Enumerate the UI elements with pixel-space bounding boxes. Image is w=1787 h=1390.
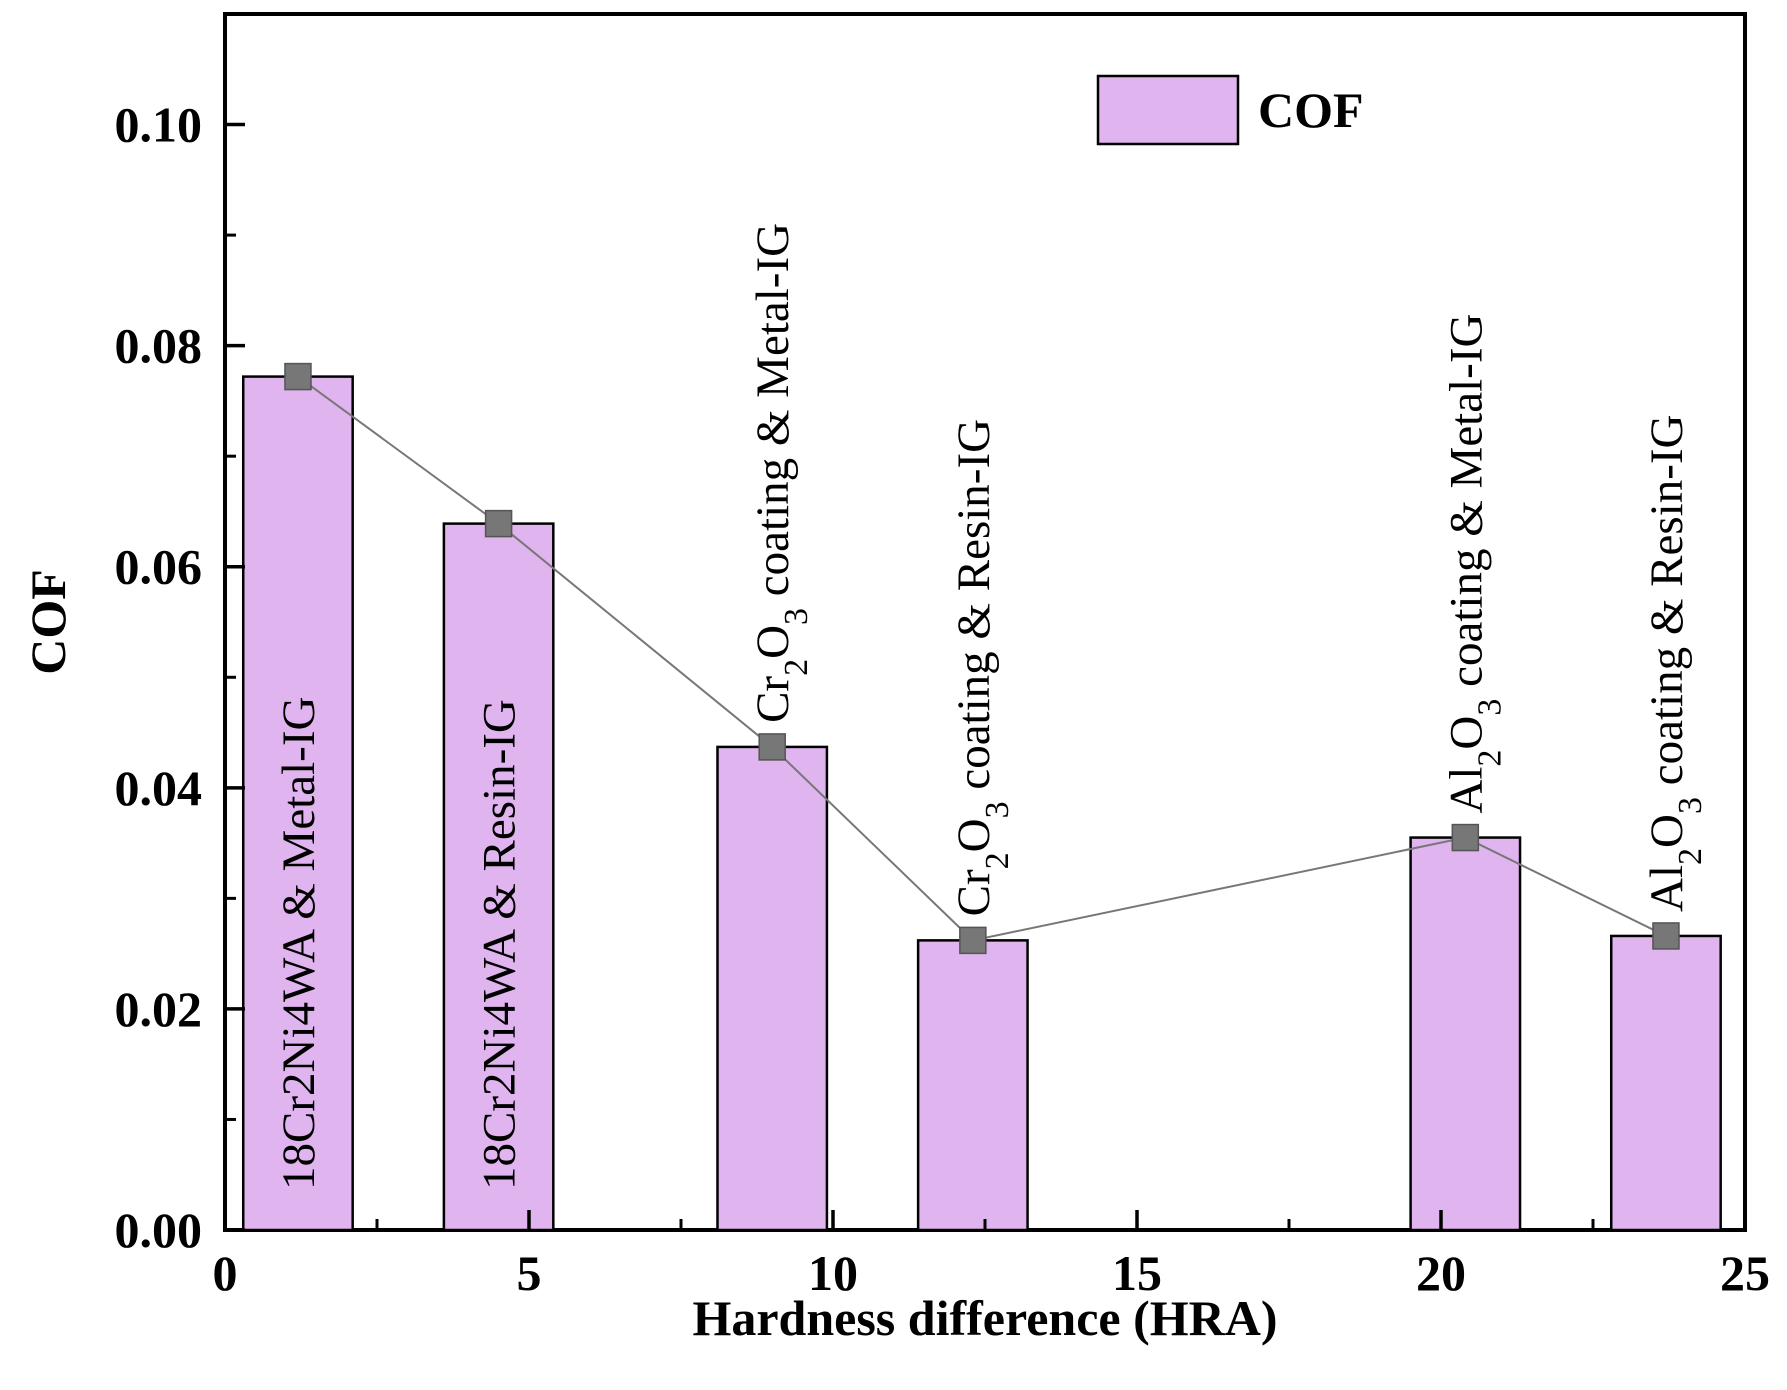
y-axis-ticks: 0.00 0.02 0.04 0.06 0.08 0.10 [115, 97, 245, 1258]
bar-6 [1609, 934, 1722, 1232]
y-axis-title: COF [20, 569, 76, 675]
marker-1 [284, 362, 312, 391]
x-tick-label-10: 10 [808, 1245, 858, 1301]
bar-3 [716, 745, 829, 1232]
bar-4 [916, 939, 1029, 1232]
marker-group [284, 362, 1680, 955]
marker-4 [959, 926, 987, 955]
connecting-line-group [297, 375, 1667, 942]
bar-label-group: 18Cr2Ni4WA & Metal-IG 18Cr2Ni4WA & Resin-… [273, 223, 1709, 1190]
marker-2 [484, 509, 513, 538]
bar-5 [1409, 836, 1522, 1232]
bar-label-6: Al2O3 coating & Resin-IG [1641, 415, 1709, 912]
x-tick-label-25: 25 [1720, 1245, 1770, 1301]
bar-label-1: 18Cr2Ni4WA & Metal-IG [273, 697, 325, 1190]
x-tick-label-15: 15 [1112, 1245, 1162, 1301]
cof-connecting-line [297, 375, 1667, 942]
bar-label-3: Cr2O3 coating & Metal-IG [747, 223, 815, 723]
x-tick-label-5: 5 [517, 1245, 542, 1301]
legend: COF [1096, 74, 1364, 146]
y-tick-label-0: 0.00 [115, 1202, 203, 1258]
legend-label: COF [1258, 82, 1364, 138]
x-tick-label-0: 0 [213, 1245, 238, 1301]
x-tick-label-20: 20 [1416, 1245, 1466, 1301]
x-axis-ticks: 0 5 10 15 20 25 [213, 1210, 1770, 1301]
marker-6 [1652, 922, 1680, 950]
bar-2 [442, 522, 555, 1232]
marker-5 [1451, 823, 1480, 852]
marker-3 [758, 733, 786, 761]
y-tick-label-2: 0.04 [115, 760, 203, 816]
y-tick-label-5: 0.10 [115, 97, 203, 153]
y-tick-label-4: 0.08 [115, 318, 203, 374]
bar-label-4: Cr2O3 coating & Resin-IG [948, 419, 1016, 916]
y-tick-label-3: 0.06 [115, 539, 203, 595]
x-axis-title: Hardness difference (HRA) [692, 1290, 1277, 1346]
bar-label-5: Al2O3 coating & Metal-IG [1440, 314, 1508, 814]
legend-swatch [1096, 74, 1240, 146]
y-tick-label-1: 0.02 [115, 981, 203, 1037]
bar-label-2: 18Cr2Ni4WA & Resin-IG [474, 699, 526, 1190]
